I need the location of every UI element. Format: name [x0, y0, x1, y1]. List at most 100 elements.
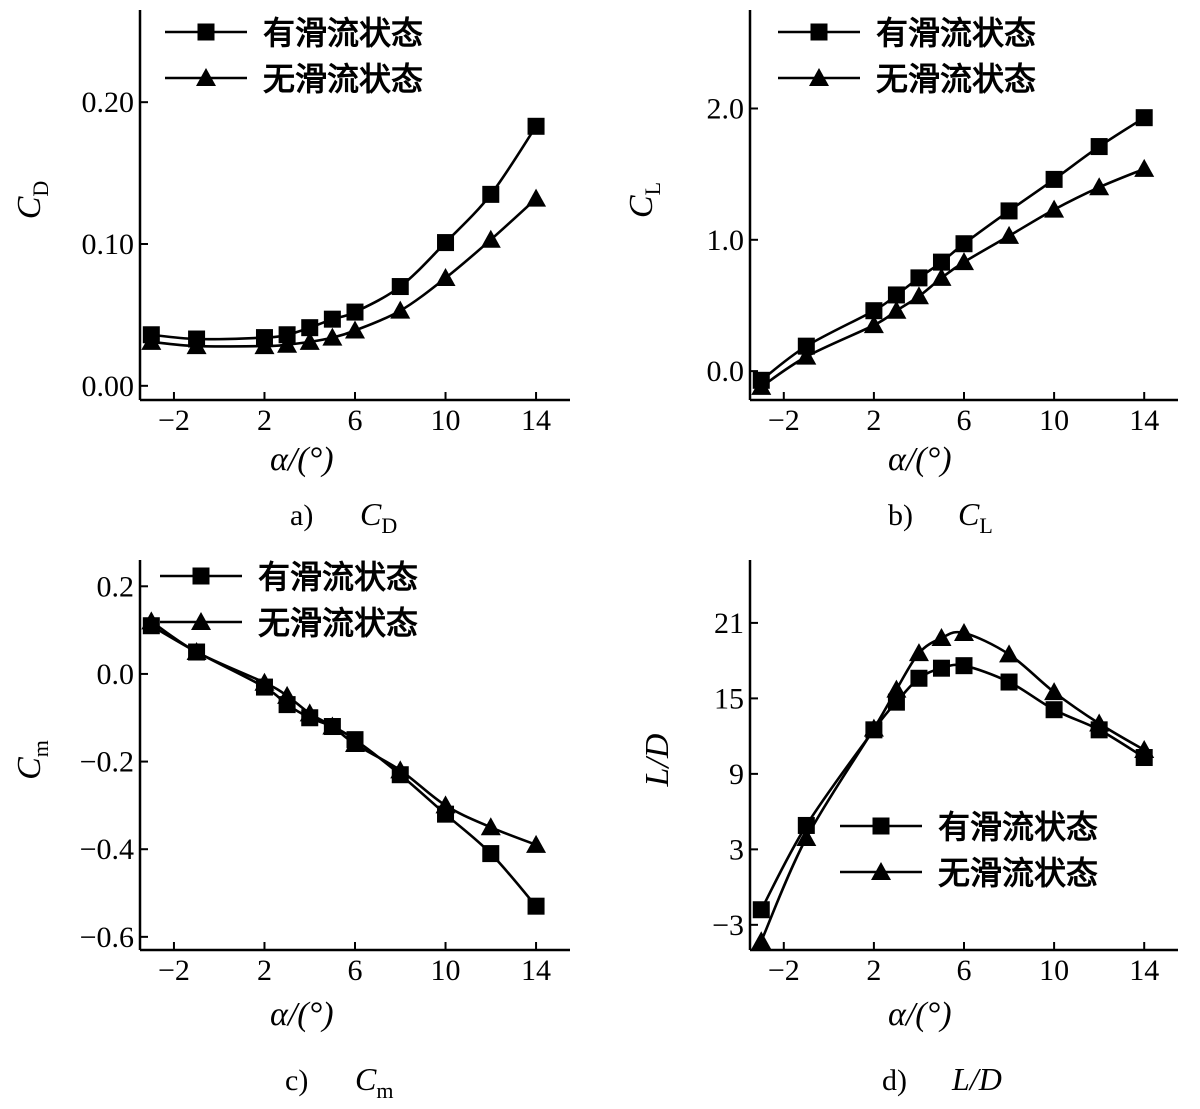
data-point: [1045, 170, 1063, 188]
data-point: [435, 795, 456, 814]
x-tick-label: 14: [521, 404, 551, 437]
caption-label: a): [290, 499, 313, 532]
data-point: [141, 331, 162, 350]
x-axis-label: α/(°): [270, 996, 334, 1033]
legend-marker: [871, 862, 891, 880]
data-point: [299, 331, 320, 350]
data-point: [1135, 109, 1153, 127]
y-tick-label: −0.6: [80, 921, 134, 954]
x-tick-label: 6: [348, 954, 363, 987]
series-square: [142, 617, 545, 915]
panel-caption: a) CD: [290, 496, 397, 538]
data-point: [1000, 202, 1018, 220]
data-point: [954, 622, 974, 641]
legend-marker: [196, 68, 216, 86]
panel-caption: b) CL: [888, 496, 993, 538]
x-tick-label: 10: [1039, 404, 1069, 437]
legend-label: 无滑流状态: [876, 60, 1036, 98]
y-tick-label: −3: [712, 909, 744, 942]
svg-text:Cm: Cm: [11, 740, 53, 780]
series-line: [151, 197, 537, 348]
series-line: [760, 630, 1145, 942]
y-axis-label: CD: [11, 181, 53, 220]
y-tick-label: 3: [729, 833, 744, 866]
legend-marker: [872, 817, 890, 835]
y-axis-label: L/D: [639, 733, 676, 787]
data-point: [1134, 158, 1155, 177]
x-tick-label: −2: [768, 954, 800, 987]
data-point: [863, 315, 884, 334]
caption-label: b): [888, 499, 913, 532]
legend-marker: [810, 23, 828, 41]
data-point: [751, 376, 772, 395]
x-tick-label: 10: [1039, 954, 1069, 987]
legend-marker: [191, 612, 211, 630]
x-axis-label: α/(°): [888, 441, 952, 478]
legend-label: 有滑流状态: [258, 558, 418, 596]
data-point: [932, 659, 950, 677]
data-point: [254, 672, 275, 691]
data-point: [908, 286, 929, 305]
panel-caption: d) L/D: [882, 1061, 1002, 1097]
data-point: [527, 117, 545, 135]
series-triangle: [141, 611, 547, 853]
svg-text:L/D: L/D: [951, 1061, 1002, 1097]
x-tick-label: −2: [158, 404, 190, 437]
y-tick-label: 15: [714, 682, 744, 715]
data-point: [865, 302, 883, 320]
x-axis-label: α/(°): [888, 996, 952, 1033]
y-tick-label: 9: [729, 758, 744, 791]
data-point: [999, 644, 1020, 663]
data-point: [931, 267, 952, 286]
data-point: [1045, 701, 1063, 719]
caption-label: d): [882, 1064, 907, 1097]
legend-label: 无滑流状态: [263, 60, 423, 98]
data-point: [345, 734, 365, 753]
data-point: [480, 229, 501, 248]
x-tick-label: 2: [257, 954, 272, 987]
y-tick-label: 0.10: [82, 228, 135, 261]
series-square: [752, 109, 1153, 389]
legend-label: 有滑流状态: [876, 14, 1036, 52]
x-tick-label: −2: [768, 404, 800, 437]
svg-text:L/D: L/D: [639, 733, 676, 787]
data-point: [186, 642, 207, 661]
y-tick-label: −0.2: [80, 746, 134, 779]
data-point: [910, 269, 928, 287]
svg-text:Cm: Cm: [355, 1061, 393, 1103]
data-point: [955, 235, 973, 253]
data-point: [797, 337, 815, 355]
legend-label: 有滑流状态: [938, 808, 1098, 846]
legend-label: 无滑流状态: [258, 604, 418, 642]
data-point: [482, 845, 500, 863]
data-point: [526, 188, 547, 207]
data-point: [141, 611, 162, 630]
y-tick-label: 21: [714, 607, 744, 640]
data-point: [908, 643, 929, 662]
svg-text:CL: CL: [623, 182, 665, 218]
y-tick-label: 1.0: [707, 224, 745, 257]
x-tick-label: 6: [957, 404, 972, 437]
x-tick-label: 2: [866, 954, 881, 987]
data-point: [322, 716, 343, 735]
legend-marker: [809, 68, 829, 86]
y-tick-label: 0.0: [707, 355, 745, 388]
data-point: [526, 834, 547, 853]
series-line: [150, 624, 538, 908]
legend-marker: [197, 23, 215, 41]
y-axis-label: Cm: [11, 740, 53, 780]
svg-text:CL: CL: [958, 496, 993, 538]
series-square: [752, 657, 1153, 919]
y-tick-label: 2.0: [707, 92, 745, 125]
data-point: [390, 300, 411, 319]
data-point: [796, 828, 817, 847]
data-point: [186, 336, 207, 355]
